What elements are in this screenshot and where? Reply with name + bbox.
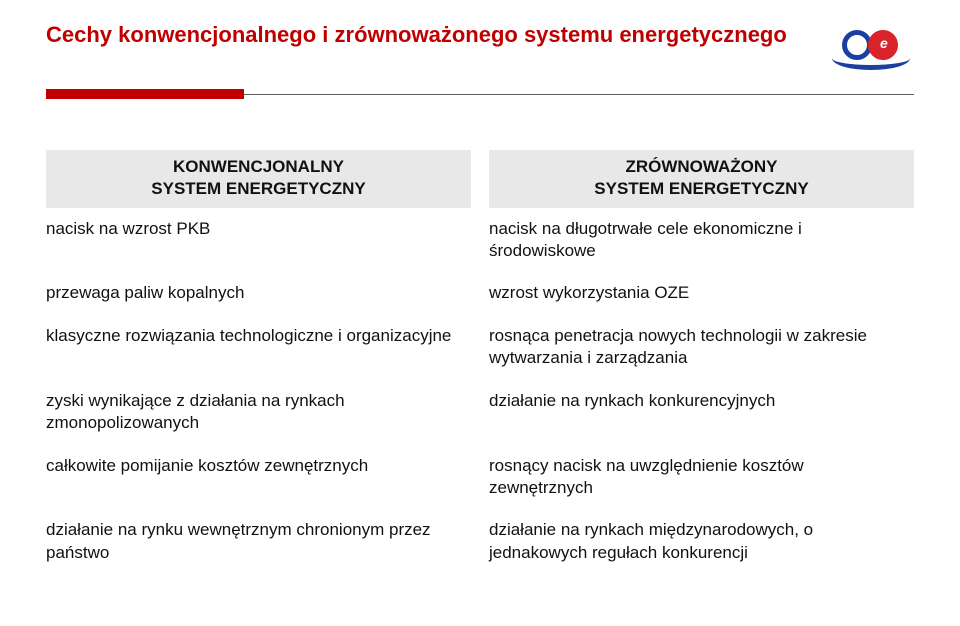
table-cell: działanie na rynku wewnętrznym chroniony… (46, 509, 471, 574)
table-cell: zyski wynikające z działania na rynkach … (46, 380, 471, 445)
logo-letter: e (880, 35, 888, 51)
table-cell: klasyczne rozwiązania technologiczne i o… (46, 315, 471, 380)
table-cell: nacisk na wzrost PKB (46, 208, 471, 273)
header-rule (46, 94, 914, 108)
table-cell: całkowite pomijanie kosztów zewnętrznych (46, 445, 471, 510)
header-rule-bar (46, 89, 244, 99)
brand-logo: e (828, 22, 914, 78)
table-cell: rosnąca penetracja nowych technologii w … (489, 315, 914, 380)
table-cell: działanie na rynkach konkurencyjnych (489, 380, 914, 445)
table-cell: działanie na rynkach międzynarodowych, o… (489, 509, 914, 574)
table-cell: nacisk na długotrwałe cele ekonomiczne i… (489, 208, 914, 273)
table-header-right: ZRÓWNOWAŻONY SYSTEM ENERGETYCZNY (489, 150, 914, 208)
comparison-table: KONWENCJONALNY SYSTEM ENERGETYCZNY ZRÓWN… (46, 150, 914, 574)
slide-header: Cechy konwencjonalnego i zrównoważonego … (46, 20, 914, 78)
table-header-left: KONWENCJONALNY SYSTEM ENERGETYCZNY (46, 150, 471, 208)
slide-title: Cechy konwencjonalnego i zrównoważonego … (46, 20, 787, 49)
table-cell: rosnący nacisk na uwzględnienie kosztów … (489, 445, 914, 510)
table-cell: wzrost wykorzystania OZE (489, 272, 914, 314)
logo-ring-red: e (868, 30, 898, 60)
table-cell: przewaga paliw kopalnych (46, 272, 471, 314)
